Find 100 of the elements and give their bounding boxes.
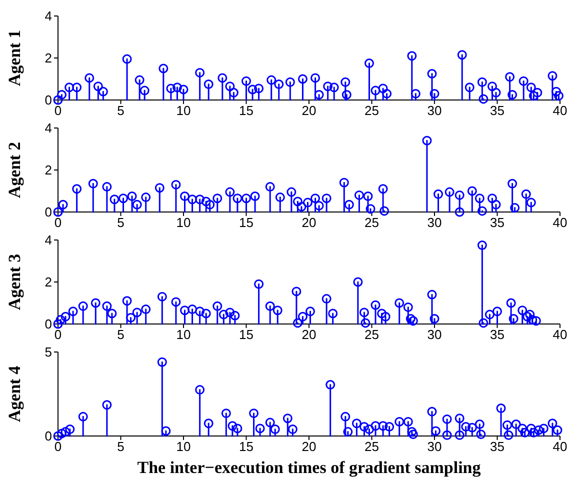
- point: [508, 178, 518, 188]
- point: [394, 416, 404, 426]
- point: [306, 306, 316, 316]
- y-tick-label: 5: [44, 344, 52, 360]
- point: [554, 91, 564, 101]
- point: [526, 424, 536, 434]
- point: [225, 82, 235, 92]
- y-tick-label: 0: [44, 204, 52, 220]
- point: [126, 312, 136, 322]
- point: [53, 319, 63, 329]
- point: [218, 73, 228, 83]
- point: [366, 204, 376, 214]
- x-tick-label: 5: [117, 103, 124, 118]
- point: [78, 412, 88, 422]
- point: [353, 277, 363, 287]
- point: [314, 200, 324, 210]
- point: [454, 430, 464, 440]
- x-tick-label: 30: [427, 103, 442, 118]
- point: [255, 424, 265, 434]
- x-tick-label: 40: [552, 215, 568, 230]
- point: [310, 73, 320, 83]
- point: [323, 82, 333, 92]
- x-tick-label: 0: [54, 327, 62, 342]
- point: [532, 88, 542, 98]
- point: [478, 94, 488, 104]
- point: [102, 301, 112, 311]
- point: [510, 203, 520, 213]
- point: [364, 424, 374, 434]
- point: [107, 308, 117, 318]
- point: [188, 194, 198, 204]
- point: [360, 318, 370, 328]
- point: [56, 315, 66, 325]
- point: [72, 82, 82, 92]
- point: [430, 88, 440, 98]
- x-tick-label: 5: [117, 439, 124, 454]
- point: [310, 194, 320, 204]
- point: [298, 74, 308, 84]
- point: [505, 72, 515, 82]
- point: [158, 64, 168, 74]
- point: [204, 80, 214, 89]
- point: [110, 194, 120, 204]
- x-tick-label: 35: [490, 439, 504, 454]
- point: [195, 194, 205, 204]
- x-tick-label: 15: [239, 327, 254, 342]
- point: [141, 304, 151, 314]
- point: [518, 424, 528, 434]
- x-tick-label: 20: [302, 103, 316, 118]
- point: [487, 194, 497, 204]
- point: [72, 184, 82, 194]
- point: [526, 198, 536, 208]
- y-tick-label: 2: [44, 162, 52, 178]
- point: [178, 84, 188, 94]
- x-tick-label: 10: [176, 103, 191, 118]
- point: [407, 51, 417, 61]
- point: [292, 318, 302, 328]
- point: [442, 414, 452, 424]
- point: [90, 298, 100, 308]
- point: [58, 200, 68, 210]
- point: [314, 90, 324, 100]
- point: [60, 312, 70, 322]
- point: [171, 180, 181, 190]
- point: [282, 414, 292, 424]
- point: [154, 183, 164, 193]
- point: [454, 414, 464, 424]
- point: [249, 408, 259, 418]
- point: [232, 424, 242, 434]
- point: [407, 427, 417, 437]
- point: [93, 82, 103, 92]
- point: [88, 178, 98, 188]
- point: [474, 419, 484, 429]
- point: [242, 76, 251, 86]
- point: [380, 312, 390, 322]
- point: [467, 186, 477, 196]
- point: [492, 306, 502, 316]
- y-tick-label: 2: [44, 50, 52, 66]
- point: [122, 54, 132, 64]
- point: [195, 306, 205, 316]
- y-axis-title: Agent 4: [5, 365, 24, 422]
- point: [487, 82, 497, 92]
- point: [328, 308, 338, 318]
- point: [474, 194, 484, 204]
- point: [141, 192, 151, 202]
- y-tick-label: 0: [44, 92, 52, 108]
- y-tick-label: 4: [44, 8, 52, 24]
- point: [98, 86, 108, 96]
- point: [477, 77, 487, 87]
- point: [122, 296, 132, 306]
- point: [427, 290, 437, 300]
- point: [288, 424, 298, 434]
- x-tick-label: 35: [490, 103, 504, 118]
- x-tick-label: 20: [302, 215, 316, 230]
- point: [221, 408, 231, 418]
- point: [504, 430, 514, 440]
- point: [534, 425, 544, 435]
- point: [205, 200, 215, 210]
- point: [442, 430, 452, 440]
- point: [57, 90, 67, 100]
- point: [102, 400, 112, 410]
- y-axis-title: Agent 1: [5, 30, 24, 86]
- x-tick-label: 40: [552, 103, 568, 118]
